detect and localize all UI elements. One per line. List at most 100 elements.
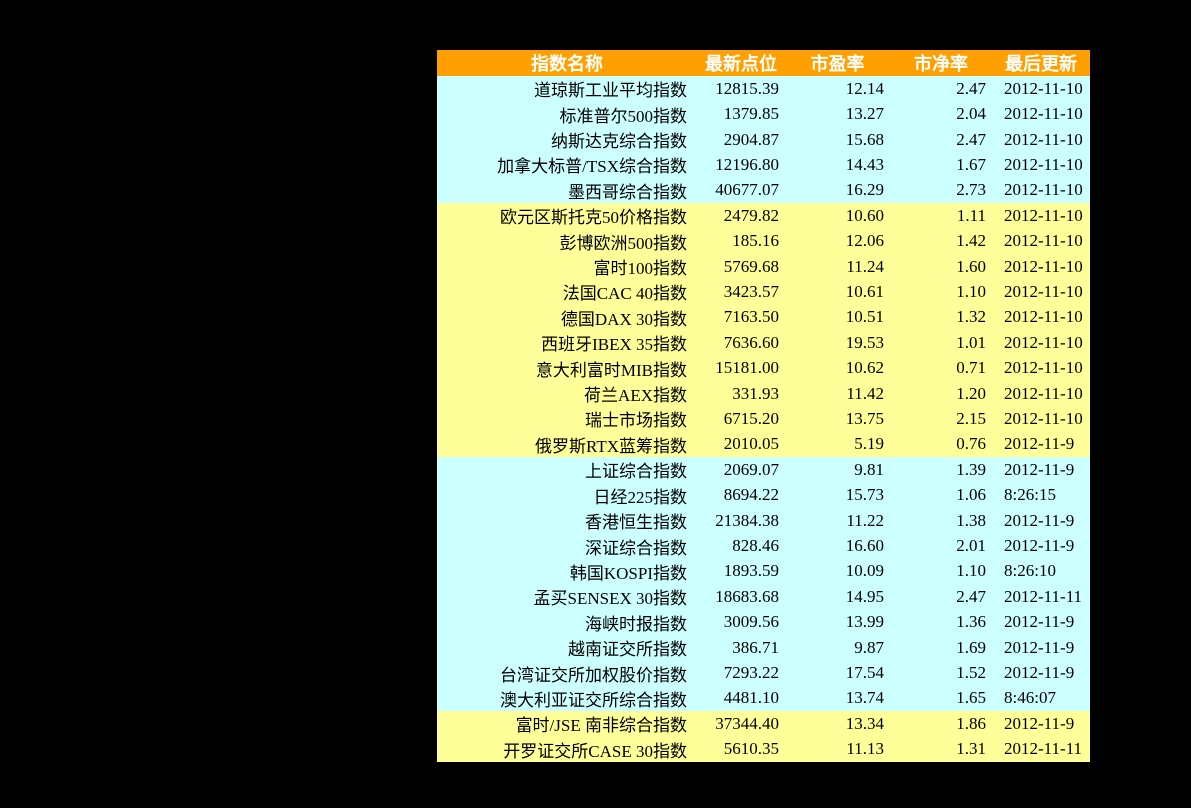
cell-0: 欧元区斯托克50价格指数 xyxy=(437,203,697,229)
cell-2: 16.29 xyxy=(785,177,890,204)
cell-1: 386.71 xyxy=(697,634,785,661)
cell-4: 2012-11-9 xyxy=(992,711,1090,737)
cell-2: 9.87 xyxy=(785,634,890,661)
cell-1: 7163.50 xyxy=(697,304,785,331)
cell-0: 标准普尔500指数 xyxy=(437,101,697,127)
cell-0: 日经225指数 xyxy=(437,482,697,508)
cell-3: 1.31 xyxy=(890,736,992,762)
cell-2: 13.34 xyxy=(785,711,890,737)
table-row: 澳大利亚证交所综合指数 4481.10 13.74 1.65 8:46:07 xyxy=(437,685,1090,712)
column-header-2: 市盈率 xyxy=(785,50,890,76)
header-row: 指数名称 最新点位 市盈率 市净率 最后更新 xyxy=(437,50,1090,76)
table-row: 韩国KOSPI指数 1893.59 10.09 1.10 8:26:10 xyxy=(437,558,1090,585)
cell-1: 21384.38 xyxy=(697,507,785,534)
cell-1: 5769.68 xyxy=(697,253,785,280)
cell-4: 2012-11-10 xyxy=(992,406,1090,432)
cell-0: 纳斯达克综合指数 xyxy=(437,126,697,153)
cell-2: 10.62 xyxy=(785,355,890,381)
cell-3: 2.47 xyxy=(890,584,992,610)
cell-1: 12196.80 xyxy=(697,152,785,178)
cell-0: 富时/JSE 南非综合指数 xyxy=(437,711,697,737)
table-row: 上证综合指数 2069.07 9.81 1.39 2012-11-9 xyxy=(437,457,1090,483)
cell-1: 7293.22 xyxy=(697,660,785,686)
table-row: 彭博欧洲500指数 185.16 12.06 1.42 2012-11-10 xyxy=(437,228,1090,254)
cell-2: 13.75 xyxy=(785,406,890,432)
cell-0: 道琼斯工业平均指数 xyxy=(437,76,697,102)
cell-1: 7636.60 xyxy=(697,330,785,356)
cell-2: 13.99 xyxy=(785,609,890,635)
table-row: 俄罗斯RTX蓝筹指数 2010.05 5.19 0.76 2012-11-9 xyxy=(437,431,1090,458)
cell-2: 13.74 xyxy=(785,685,890,712)
cell-1: 1379.85 xyxy=(697,101,785,127)
table-row: 意大利富时MIB指数 15181.00 10.62 0.71 2012-11-10 xyxy=(437,355,1090,381)
cell-4: 2012-11-10 xyxy=(992,253,1090,280)
cell-2: 13.27 xyxy=(785,101,890,127)
table-row: 道琼斯工业平均指数 12815.39 12.14 2.47 2012-11-10 xyxy=(437,76,1090,102)
cell-1: 5610.35 xyxy=(697,736,785,762)
cell-2: 12.06 xyxy=(785,228,890,254)
cell-4: 2012-11-10 xyxy=(992,126,1090,153)
cell-4: 2012-11-9 xyxy=(992,634,1090,661)
table-row: 瑞士市场指数 6715.20 13.75 2.15 2012-11-10 xyxy=(437,406,1090,432)
cell-4: 2012-11-9 xyxy=(992,431,1090,458)
cell-1: 2479.82 xyxy=(697,203,785,229)
cell-1: 12815.39 xyxy=(697,76,785,102)
cell-2: 11.24 xyxy=(785,253,890,280)
cell-2: 14.95 xyxy=(785,584,890,610)
cell-0: 越南证交所指数 xyxy=(437,634,697,661)
cell-3: 1.67 xyxy=(890,152,992,178)
column-header-0: 指数名称 xyxy=(437,50,697,76)
cell-4: 2012-11-10 xyxy=(992,355,1090,381)
table-row: 西班牙IBEX 35指数 7636.60 19.53 1.01 2012-11-10 xyxy=(437,330,1090,356)
cell-4: 2012-11-10 xyxy=(992,177,1090,204)
table-row: 加拿大标普/TSX综合指数 12196.80 14.43 1.67 2012-11-10 xyxy=(437,152,1090,178)
column-header-4: 最后更新 xyxy=(992,50,1090,76)
cell-4: 2012-11-10 xyxy=(992,304,1090,331)
cell-0: 法国CAC 40指数 xyxy=(437,279,697,305)
cell-0: 俄罗斯RTX蓝筹指数 xyxy=(437,431,697,458)
cell-4: 8:26:15 xyxy=(992,482,1090,508)
cell-3: 1.39 xyxy=(890,457,992,483)
cell-3: 2.47 xyxy=(890,126,992,153)
table-row: 富时100指数 5769.68 11.24 1.60 2012-11-10 xyxy=(437,253,1090,280)
cell-3: 2.73 xyxy=(890,177,992,204)
cell-1: 18683.68 xyxy=(697,584,785,610)
cell-3: 1.11 xyxy=(890,203,992,229)
cell-1: 40677.07 xyxy=(697,177,785,204)
column-header-1: 最新点位 xyxy=(697,50,785,76)
cell-4: 2012-11-9 xyxy=(992,533,1090,559)
cell-3: 1.10 xyxy=(890,558,992,585)
cell-2: 10.51 xyxy=(785,304,890,331)
table-body: 道琼斯工业平均指数 12815.39 12.14 2.47 2012-11-10 标准普尔… xyxy=(437,76,1090,762)
cell-1: 331.93 xyxy=(697,380,785,407)
cell-4: 2012-11-10 xyxy=(992,380,1090,407)
cell-4: 2012-11-9 xyxy=(992,507,1090,534)
cell-1: 8694.22 xyxy=(697,482,785,508)
table-row: 法国CAC 40指数 3423.57 10.61 1.10 2012-11-10 xyxy=(437,279,1090,305)
table-row: 海峡时报指数 3009.56 13.99 1.36 2012-11-9 xyxy=(437,609,1090,635)
cell-4: 2012-11-11 xyxy=(992,736,1090,762)
cell-2: 12.14 xyxy=(785,76,890,102)
cell-3: 1.10 xyxy=(890,279,992,305)
cell-1: 2069.07 xyxy=(697,457,785,483)
cell-4: 2012-11-10 xyxy=(992,76,1090,102)
cell-2: 5.19 xyxy=(785,431,890,458)
cell-0: 开罗证交所CASE 30指数 xyxy=(437,736,697,762)
cell-1: 2904.87 xyxy=(697,126,785,153)
table-row: 孟买SENSEX 30指数 18683.68 14.95 2.47 2012-11-11 xyxy=(437,584,1090,610)
table-row: 开罗证交所CASE 30指数 5610.35 11.13 1.31 2012-11-11 xyxy=(437,736,1090,762)
cell-4: 2012-11-9 xyxy=(992,457,1090,483)
cell-3: 1.20 xyxy=(890,380,992,407)
cell-2: 10.61 xyxy=(785,279,890,305)
cell-0: 海峡时报指数 xyxy=(437,609,697,635)
cell-0: 上证综合指数 xyxy=(437,457,697,483)
cell-4: 2012-11-10 xyxy=(992,279,1090,305)
index-table: 指数名称 最新点位 市盈率 市净率 最后更新 道琼斯工业平均指数 12815.39 12.1… xyxy=(437,50,1090,762)
cell-2: 14.43 xyxy=(785,152,890,178)
cell-2: 11.13 xyxy=(785,736,890,762)
cell-1: 185.16 xyxy=(697,228,785,254)
table-row: 越南证交所指数 386.71 9.87 1.69 2012-11-9 xyxy=(437,634,1090,661)
cell-2: 17.54 xyxy=(785,660,890,686)
cell-4: 8:46:07 xyxy=(992,685,1090,712)
